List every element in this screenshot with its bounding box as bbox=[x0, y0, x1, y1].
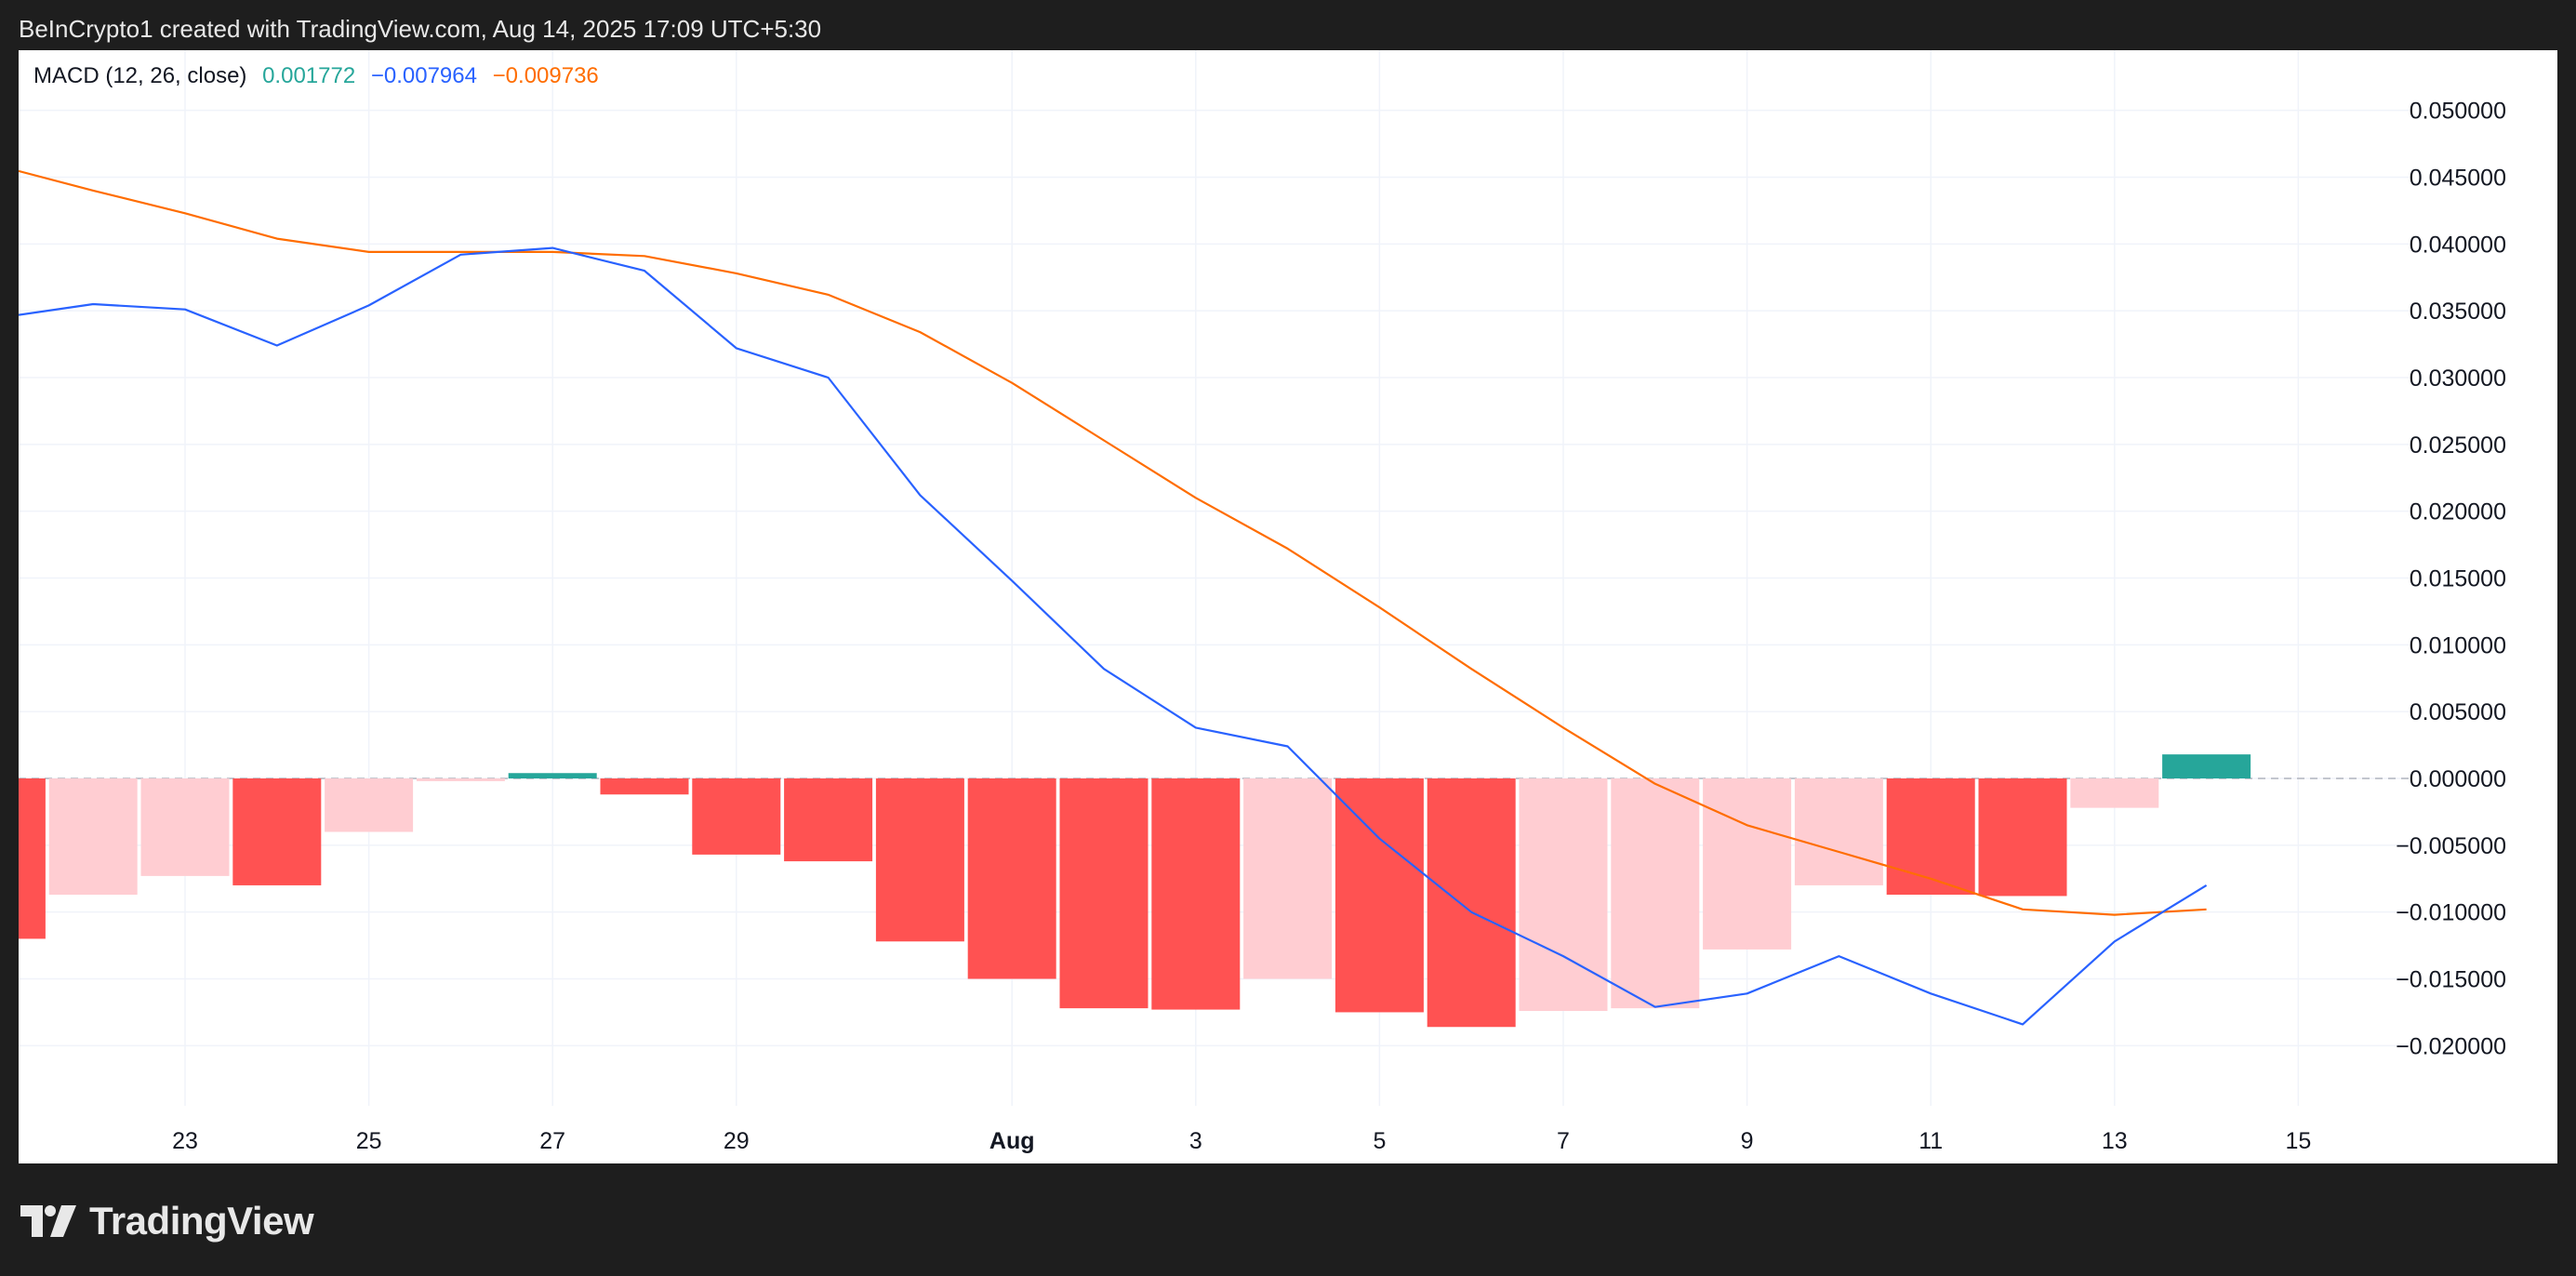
histogram-bar[interactable] bbox=[1059, 778, 1149, 1009]
y-tick-label: 0.020000 bbox=[2410, 499, 2506, 525]
y-tick-label: 0.045000 bbox=[2410, 165, 2506, 191]
y-tick-label: 0.050000 bbox=[2410, 99, 2506, 125]
y-tick-label: 0.010000 bbox=[2410, 632, 2506, 658]
legend-signal-value: −0.009736 bbox=[492, 63, 599, 88]
x-axis: 23 25 27 29 Aug 3 5 7 9 11 13 15 bbox=[172, 1128, 2311, 1154]
y-tick-label: 0.015000 bbox=[2410, 566, 2506, 592]
x-tick-label: 29 bbox=[724, 1128, 750, 1154]
x-tick-label: 7 bbox=[1557, 1128, 1570, 1154]
y-axis: 0.050000 0.045000 0.040000 0.035000 0.030000… bbox=[2396, 99, 2506, 1060]
histogram-bar[interactable] bbox=[1334, 778, 1424, 1013]
histogram-bars bbox=[19, 754, 2251, 1028]
legend-macd-value: −0.007964 bbox=[370, 63, 477, 88]
x-tick-label: 5 bbox=[1373, 1128, 1386, 1154]
legend-indicator-name[interactable]: MACD (12, 26, close) bbox=[33, 63, 247, 88]
y-tick-label: 0.025000 bbox=[2410, 432, 2506, 459]
tradingview-logo-text: TradingView bbox=[89, 1199, 314, 1243]
histogram-bar[interactable] bbox=[1794, 778, 1883, 885]
histogram-bar[interactable] bbox=[19, 778, 46, 939]
histogram-bar[interactable] bbox=[1886, 778, 1975, 895]
histogram-bar[interactable] bbox=[2162, 754, 2251, 779]
x-tick-label: 25 bbox=[356, 1128, 382, 1154]
histogram-bar[interactable] bbox=[967, 778, 1056, 979]
x-tick-label: 23 bbox=[172, 1128, 198, 1154]
macd-chart[interactable]: 0.050000 0.045000 0.040000 0.035000 0.030000… bbox=[19, 50, 2557, 1163]
histogram-bar[interactable] bbox=[1151, 778, 1241, 1010]
y-tick-label: 0.000000 bbox=[2410, 766, 2506, 792]
y-tick-label: −0.005000 bbox=[2396, 833, 2506, 859]
histogram-bar[interactable] bbox=[1978, 778, 2067, 897]
y-tick-label: 0.035000 bbox=[2410, 299, 2506, 325]
y-tick-label: −0.020000 bbox=[2396, 1033, 2506, 1059]
tradingview-logo[interactable]: TradingView bbox=[20, 1199, 314, 1243]
x-tick-label: 11 bbox=[1919, 1128, 1943, 1154]
histogram-bar[interactable] bbox=[416, 778, 505, 781]
y-tick-label: 0.040000 bbox=[2410, 232, 2506, 258]
x-tick-label: 27 bbox=[539, 1128, 565, 1154]
histogram-bar[interactable] bbox=[140, 778, 230, 876]
histogram-bar[interactable] bbox=[1703, 778, 1792, 950]
histogram-bar[interactable] bbox=[2070, 778, 2159, 808]
x-tick-label: 9 bbox=[1741, 1128, 1754, 1154]
histogram-bar[interactable] bbox=[784, 778, 873, 862]
x-tick-label: 3 bbox=[1189, 1128, 1202, 1154]
chart-panel[interactable]: 0.050000 0.045000 0.040000 0.035000 0.030000… bbox=[19, 50, 2557, 1163]
histogram-bar[interactable] bbox=[875, 778, 964, 942]
histogram-bar[interactable] bbox=[1427, 778, 1516, 1028]
histogram-bar[interactable] bbox=[325, 778, 414, 832]
y-tick-label: −0.010000 bbox=[2396, 900, 2506, 926]
indicator-lines bbox=[19, 169, 2208, 1026]
y-tick-label: 0.030000 bbox=[2410, 366, 2506, 392]
x-tick-label: 15 bbox=[2285, 1128, 2311, 1154]
signal-line[interactable] bbox=[19, 169, 2207, 916]
histogram-bar[interactable] bbox=[508, 773, 597, 779]
indicator-legend: MACD (12, 26, close) 0.001772 −0.007964 … bbox=[33, 63, 608, 89]
histogram-bar[interactable] bbox=[1611, 778, 1700, 1009]
x-tick-label: Aug bbox=[989, 1128, 1035, 1154]
y-tick-label: −0.015000 bbox=[2396, 967, 2506, 993]
x-tick-label: 13 bbox=[2102, 1128, 2128, 1154]
histogram-bar[interactable] bbox=[48, 778, 138, 895]
legend-histogram-value: 0.001772 bbox=[262, 63, 356, 88]
histogram-bar[interactable] bbox=[692, 778, 781, 855]
histogram-bar[interactable] bbox=[232, 778, 322, 885]
y-tick-label: 0.005000 bbox=[2410, 699, 2506, 725]
chart-caption: BeInCrypto1 created with TradingView.com… bbox=[19, 15, 822, 43]
histogram-bar[interactable] bbox=[600, 778, 689, 795]
macd-line[interactable] bbox=[19, 246, 2208, 1026]
histogram-bar[interactable] bbox=[1243, 778, 1333, 979]
histogram-bar[interactable] bbox=[1519, 778, 1608, 1011]
tradingview-logo-icon bbox=[20, 1205, 76, 1237]
